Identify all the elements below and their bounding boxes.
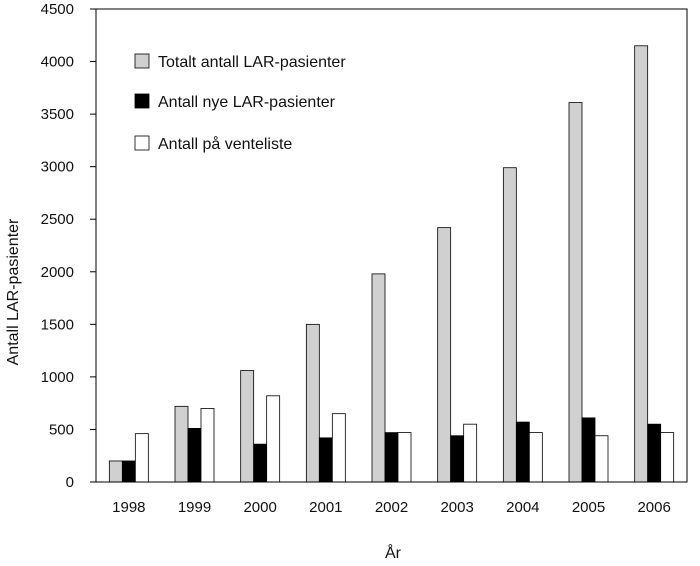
bars (108, 45, 675, 483)
bar-total (174, 405, 189, 483)
x-tick-label: 2001 (309, 499, 342, 516)
bar-new (384, 432, 399, 483)
bar-new (318, 437, 333, 483)
bar-new (450, 435, 465, 483)
x-tick-label: 1998 (112, 499, 145, 516)
bar-total (502, 167, 517, 483)
legend-label: Totalt antall LAR-pasienter (158, 54, 346, 71)
legend-label: Antall på venteliste (158, 135, 292, 153)
y-tick-label: 500 (49, 421, 74, 438)
bar-waitlist (463, 423, 478, 483)
bar-total (437, 227, 452, 483)
y-tick-label: 4000 (41, 54, 74, 71)
y-tick-label: 1500 (41, 316, 74, 333)
x-tick-label: 2005 (572, 499, 605, 516)
legend: Totalt antall LAR-pasienter Antall nye LA… (134, 53, 346, 153)
bar-new (187, 427, 202, 483)
bar-new (647, 423, 662, 483)
y-tick-label: 4500 (41, 1, 74, 18)
bar-total (634, 45, 649, 483)
x-tick-label: 2004 (506, 499, 539, 516)
y-tick-label: 0 (66, 474, 74, 491)
bar-total (108, 460, 123, 483)
bar-total (568, 102, 583, 483)
bar-waitlist (331, 413, 346, 483)
bar-new (581, 417, 596, 483)
y-tick-label: 2500 (41, 211, 74, 228)
x-tick-label: 2003 (440, 499, 473, 516)
bar-waitlist (200, 408, 215, 483)
bar-waitlist (397, 432, 412, 483)
y-tick-label: 2000 (41, 264, 74, 281)
bar-total (240, 370, 255, 483)
bar-new (253, 443, 268, 483)
legend-label: Antall nye LAR-pasienter (158, 94, 336, 111)
x-tick-label: 2002 (375, 499, 408, 516)
bar-total (305, 323, 320, 483)
x-tick-label: 2000 (243, 499, 276, 516)
legend-swatch (134, 53, 150, 69)
bar-total (371, 273, 386, 483)
y-tick-label: 3500 (41, 106, 74, 123)
legend-swatch (134, 135, 150, 151)
x-axis: 1998 1999 2000 2001 2002 2003 2004 2005 2006 (112, 499, 671, 516)
y-tick-label: 1000 (41, 369, 74, 386)
y-axis: 0 500 1000 1500 2000 2500 3000 3500 4000 4500 (41, 1, 96, 491)
bar-waitlist (266, 395, 281, 483)
x-tick-label: 1999 (178, 499, 211, 516)
bar-new (515, 421, 530, 483)
x-tick-label: 2006 (637, 499, 670, 516)
bar-waitlist (660, 432, 675, 483)
legend-swatch (134, 93, 150, 109)
y-axis-label: Antall LAR-pasienter (5, 218, 22, 365)
bar-waitlist (134, 433, 149, 483)
bar-new (121, 460, 136, 483)
bar-waitlist (528, 432, 543, 483)
bar-waitlist (594, 435, 609, 483)
y-tick-label: 3000 (41, 159, 74, 176)
plot-frame (95, 8, 688, 483)
x-axis-label: År (385, 543, 402, 562)
